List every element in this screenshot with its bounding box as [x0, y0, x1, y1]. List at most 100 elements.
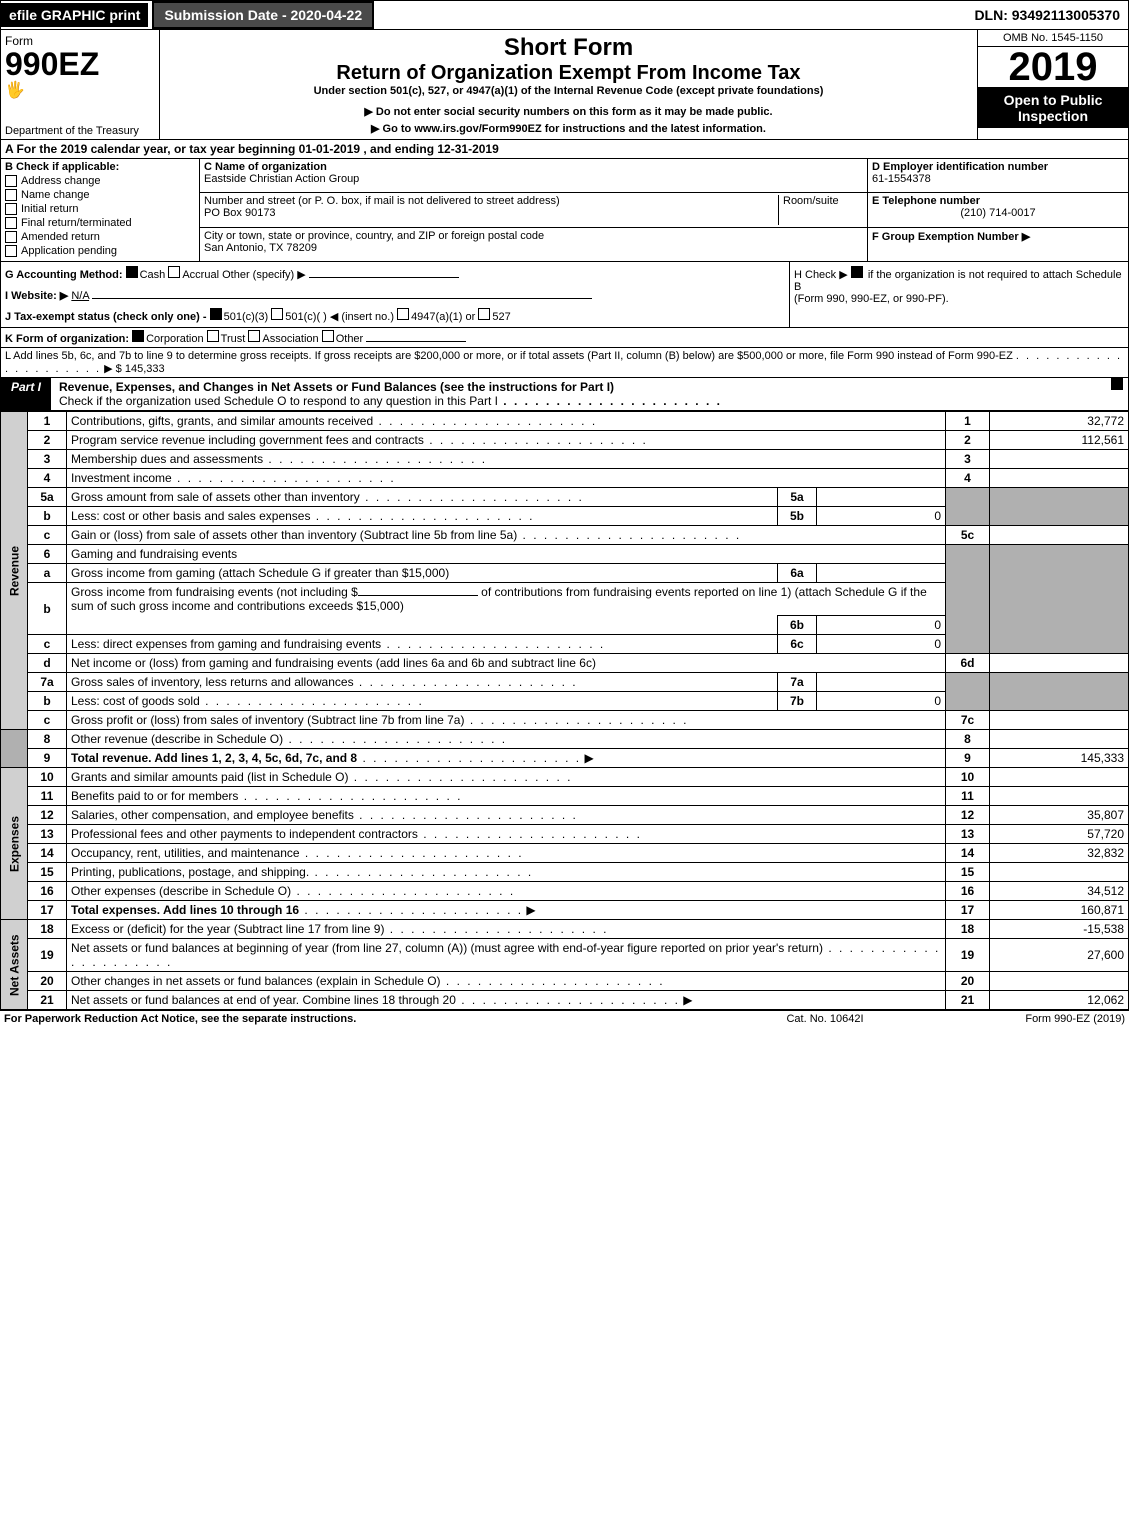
checkbox-corp[interactable]	[132, 330, 144, 342]
l-text: L Add lines 5b, 6c, and 7b to line 9 to …	[5, 350, 1013, 362]
valcol	[990, 768, 1129, 787]
lineno: 4	[28, 469, 67, 488]
ein-value: 61-1554378	[872, 173, 1124, 185]
checkbox-amended[interactable]	[5, 231, 17, 243]
numcol: 14	[946, 844, 990, 863]
org-street: PO Box 90173	[204, 207, 778, 219]
footer-right: Form 990-EZ (2019)	[925, 1013, 1125, 1025]
subval: 0	[817, 635, 946, 654]
line-desc: Less: cost or other basis and sales expe…	[71, 509, 310, 523]
subval	[817, 673, 946, 692]
lineno: c	[28, 526, 67, 545]
cb-label: Address change	[21, 175, 101, 187]
numcol: 2	[946, 431, 990, 450]
checkbox-other[interactable]	[322, 330, 334, 342]
lineno: b	[28, 692, 67, 711]
checkbox-501c3[interactable]	[210, 308, 222, 320]
do-not-enter: ▶ Do not enter social security numbers o…	[168, 105, 969, 118]
checkbox-part1-scho[interactable]	[1111, 378, 1123, 390]
website-value: N/A	[71, 290, 89, 302]
numcol: 13	[946, 825, 990, 844]
j-opt3: 4947(a)(1) or	[411, 311, 475, 323]
checkbox-name-change[interactable]	[5, 189, 17, 201]
c-name-label: C Name of organization	[204, 161, 863, 173]
valcol: 32,772	[990, 412, 1129, 431]
valcol	[990, 654, 1129, 673]
valcol	[990, 469, 1129, 488]
numcol: 15	[946, 863, 990, 882]
checkbox-final-return[interactable]	[5, 217, 17, 229]
numcol: 6d	[946, 654, 990, 673]
line-desc: Net assets or fund balances at beginning…	[71, 941, 823, 955]
valcol	[990, 526, 1129, 545]
line-desc: Gross income from gaming (attach Schedul…	[71, 566, 449, 580]
top-bar: efile GRAPHIC print Submission Date - 20…	[0, 0, 1129, 30]
checkbox-initial-return[interactable]	[5, 203, 17, 215]
numcol: 19	[946, 939, 990, 972]
e-label: E Telephone number	[872, 195, 1124, 207]
sidebar-expenses: Expenses	[1, 768, 28, 920]
efile-print-button[interactable]: efile GRAPHIC print	[1, 3, 148, 27]
lineno: 6	[28, 545, 67, 564]
row-k: K Form of organization: Corporation Trus…	[0, 328, 1129, 348]
part1-label: Part I	[1, 378, 51, 410]
g-cash: Cash	[140, 269, 166, 281]
line-desc: Gross sales of inventory, less returns a…	[71, 675, 354, 689]
short-form-title: Short Form	[168, 34, 969, 62]
header-center: Short Form Return of Organization Exempt…	[160, 30, 977, 139]
line-desc: Grants and similar amounts paid (list in…	[71, 770, 348, 784]
section-b: B Check if applicable: Address change Na…	[1, 159, 200, 261]
checkbox-assoc[interactable]	[248, 330, 260, 342]
valcol: -15,538	[990, 920, 1129, 939]
checkbox-pending[interactable]	[5, 245, 17, 257]
line-desc: Salaries, other compensation, and employ…	[71, 808, 354, 822]
checkbox-h[interactable]	[851, 266, 863, 278]
subno: 7a	[778, 673, 817, 692]
row-l: L Add lines 5b, 6c, and 7b to line 9 to …	[0, 348, 1129, 378]
checkbox-accrual[interactable]	[168, 266, 180, 278]
subno: 6b	[778, 616, 817, 635]
submission-date: Submission Date - 2020-04-22	[152, 1, 374, 29]
line-desc: Benefits paid to or for members	[71, 789, 238, 803]
line-desc: Membership dues and assessments	[71, 452, 263, 466]
checkbox-address-change[interactable]	[5, 175, 17, 187]
valcol: 34,512	[990, 882, 1129, 901]
tax-year: 2019	[978, 47, 1128, 88]
line-desc: Other changes in net assets or fund bala…	[71, 974, 441, 988]
checkbox-trust[interactable]	[207, 330, 219, 342]
subno: 6a	[778, 564, 817, 583]
checkbox-527[interactable]	[478, 308, 490, 320]
valcol	[990, 450, 1129, 469]
line-desc: Occupancy, rent, utilities, and maintena…	[71, 846, 300, 860]
line-desc: Less: cost of goods sold	[71, 694, 200, 708]
goto-link[interactable]: ▶ Go to www.irs.gov/Form990EZ for instru…	[168, 122, 969, 135]
form-number: 990EZ	[5, 48, 155, 80]
valcol: 27,600	[990, 939, 1129, 972]
col-gij: G Accounting Method: Cash Accrual Other …	[1, 262, 789, 327]
cb-label: Name change	[21, 189, 90, 201]
numcol: 5c	[946, 526, 990, 545]
room-suite-label: Room/suite	[778, 195, 863, 224]
j-opt4: 527	[492, 311, 510, 323]
subno: 5a	[778, 488, 817, 507]
checkbox-cash[interactable]	[126, 266, 138, 278]
checkbox-4947[interactable]	[397, 308, 409, 320]
lineno: c	[28, 635, 67, 654]
line-desc: Investment income	[71, 471, 172, 485]
checkbox-501c[interactable]	[271, 308, 283, 320]
lineno: 12	[28, 806, 67, 825]
lineno: 1	[28, 412, 67, 431]
subno: 7b	[778, 692, 817, 711]
lineno: 16	[28, 882, 67, 901]
section-c: C Name of organization Eastside Christia…	[200, 159, 868, 261]
part1-title: Revenue, Expenses, and Changes in Net As…	[51, 378, 1108, 410]
line-desc: Less: direct expenses from gaming and fu…	[71, 637, 381, 651]
main-table: Revenue 1 Contributions, gifts, grants, …	[0, 411, 1129, 1010]
section-bcdef: B Check if applicable: Address change Na…	[0, 159, 1129, 262]
h-text1: H Check ▶	[794, 269, 848, 281]
lineno: b	[28, 507, 67, 526]
numcol: 18	[946, 920, 990, 939]
header-left: Form 990EZ 🖐 Department of the Treasury	[1, 30, 160, 139]
subval	[817, 564, 946, 583]
lineno: 13	[28, 825, 67, 844]
